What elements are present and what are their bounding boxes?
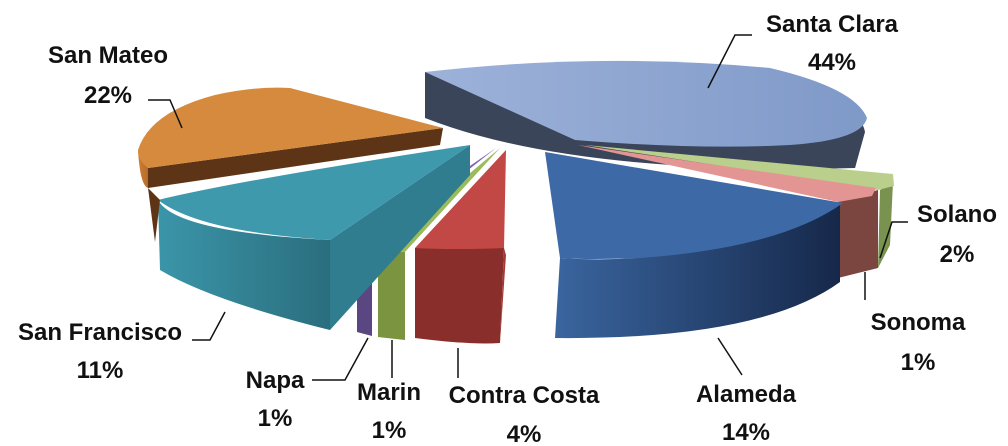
slice-contra-costa bbox=[415, 150, 506, 344]
leader-alameda bbox=[717, 337, 743, 376]
label-napa-pct: 1% bbox=[258, 405, 293, 432]
slice-contra-costa-top bbox=[415, 150, 506, 249]
label-sonoma-pct: 1% bbox=[901, 349, 936, 376]
data-labels: Santa Clara 44% San Mateo 22% Solano 2% … bbox=[18, 11, 997, 446]
slice-san-francisco bbox=[158, 145, 470, 330]
label-san-mateo-pct: 22% bbox=[84, 82, 132, 109]
slice-alameda-top bbox=[545, 152, 843, 259]
slice-san-mateo bbox=[138, 87, 443, 242]
slice-san-francisco-top bbox=[158, 145, 470, 240]
label-napa-name: Napa bbox=[246, 367, 305, 394]
leader-san-francisco bbox=[192, 311, 226, 341]
slice-solano bbox=[585, 145, 894, 268]
leader-napa bbox=[312, 337, 369, 381]
leader-solano bbox=[879, 221, 908, 259]
label-santa-clara-pct: 44% bbox=[808, 49, 856, 76]
label-alameda-pct: 14% bbox=[722, 419, 770, 446]
label-san-francisco-pct: 11% bbox=[77, 357, 124, 384]
label-san-mateo-name: San Mateo bbox=[48, 42, 168, 69]
leader-san-mateo bbox=[148, 99, 183, 129]
label-contra-costa-pct: 4% bbox=[507, 421, 542, 446]
slice-solano-top bbox=[585, 145, 894, 190]
label-contra-costa-name: Contra Costa bbox=[449, 382, 600, 409]
slice-santa-clara bbox=[425, 60, 867, 169]
label-alameda-name: Alameda bbox=[696, 381, 797, 408]
label-san-francisco-name: San Francisco bbox=[18, 319, 182, 346]
slice-sonoma bbox=[578, 145, 878, 278]
label-marin-name: Marin bbox=[357, 379, 421, 406]
leader-lines bbox=[148, 34, 908, 381]
slice-santa-clara-top bbox=[425, 60, 867, 147]
slice-san-mateo-top bbox=[138, 87, 443, 168]
label-marin-pct: 1% bbox=[372, 417, 407, 444]
slice-alameda bbox=[545, 152, 843, 339]
label-solano-name: Solano bbox=[917, 201, 997, 228]
label-santa-clara-name: Santa Clara bbox=[766, 11, 899, 38]
label-solano-pct: 2% bbox=[940, 241, 975, 268]
slice-sonoma-top bbox=[578, 145, 876, 202]
label-sonoma-name: Sonoma bbox=[871, 309, 966, 336]
leader-santa-clara bbox=[707, 34, 752, 89]
